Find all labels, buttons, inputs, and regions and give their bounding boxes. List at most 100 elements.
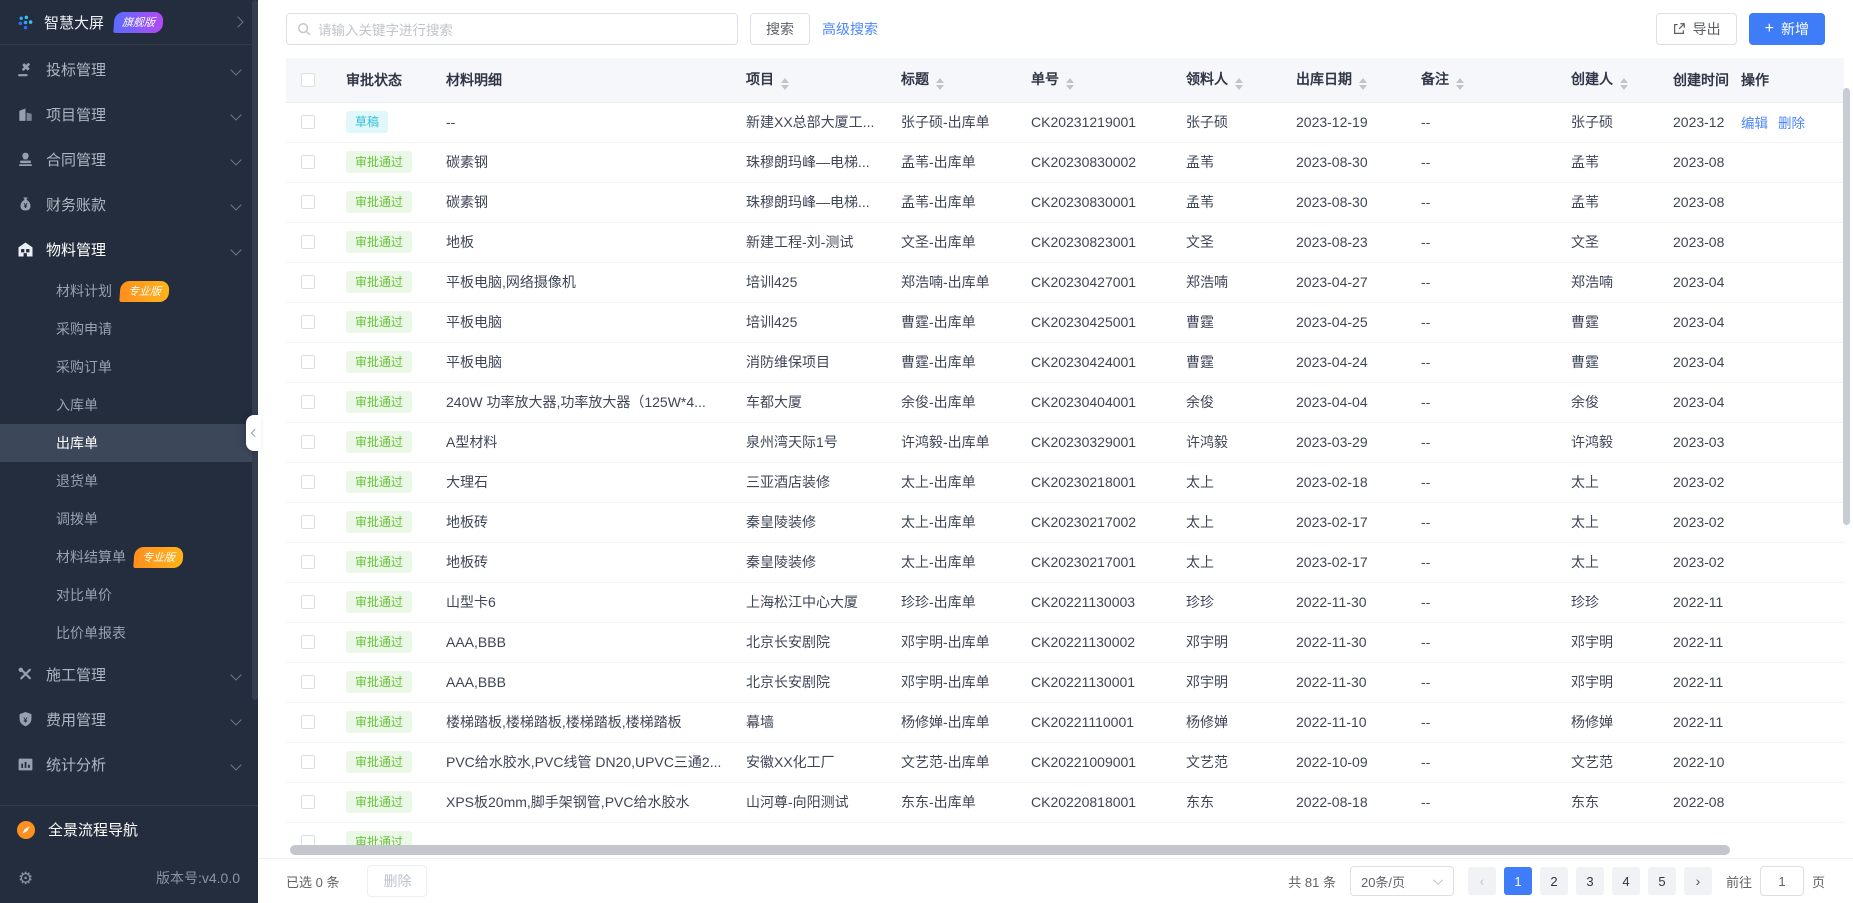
cell-project: 三亚酒店装修 bbox=[734, 462, 889, 503]
advanced-search-link[interactable]: 高级搜索 bbox=[822, 21, 878, 37]
delete-button[interactable]: 删除 bbox=[367, 865, 428, 897]
sidebar-item-inbound-order[interactable]: 入库单 bbox=[0, 386, 258, 424]
column-header[interactable]: 标题 bbox=[889, 58, 1019, 103]
sort-icon[interactable] bbox=[1066, 78, 1074, 91]
sort-icon[interactable] bbox=[1456, 78, 1464, 91]
sidebar-item-statistics[interactable]: 统计分析 bbox=[0, 742, 258, 787]
cell-actions bbox=[1729, 422, 1844, 463]
row-checkbox[interactable] bbox=[301, 315, 315, 329]
row-checkbox[interactable] bbox=[301, 715, 315, 729]
chevron-down-icon bbox=[230, 153, 242, 166]
delete-link[interactable]: 删除 bbox=[1778, 116, 1805, 131]
row-checkbox[interactable] bbox=[301, 835, 315, 845]
sidebar-item-expense[interactable]: ¥ 费用管理 bbox=[0, 697, 258, 742]
row-checkbox[interactable] bbox=[301, 555, 315, 569]
column-header[interactable]: 项目 bbox=[734, 58, 889, 103]
row-checkbox[interactable] bbox=[301, 515, 315, 529]
row-checkbox[interactable] bbox=[301, 115, 315, 129]
sidebar-item-construction[interactable]: 施工管理 bbox=[0, 652, 258, 697]
status-badge: 草稿 bbox=[346, 111, 389, 133]
cell-picker: 孟苇 bbox=[1174, 182, 1284, 223]
search-input[interactable]: 请输入关键字进行搜索 bbox=[286, 13, 738, 45]
sidebar-item-contract[interactable]: 合同管理 bbox=[0, 137, 258, 182]
cell-material: 240W 功率放大器,功率放大器（125W*4... bbox=[434, 382, 734, 423]
horizontal-scrollbar[interactable] bbox=[290, 845, 1730, 855]
sort-icon[interactable] bbox=[1620, 78, 1628, 91]
sort-icon[interactable] bbox=[936, 78, 944, 91]
row-checkbox[interactable] bbox=[301, 235, 315, 249]
cell-creator: 曹霆 bbox=[1559, 302, 1661, 343]
search-button[interactable]: 搜索 bbox=[750, 13, 810, 45]
row-checkbox[interactable] bbox=[301, 795, 315, 809]
row-checkbox[interactable] bbox=[301, 395, 315, 409]
page-button-4[interactable]: 4 bbox=[1611, 867, 1640, 895]
column-header[interactable]: 单号 bbox=[1019, 58, 1174, 103]
column-header[interactable]: 出库日期 bbox=[1284, 58, 1409, 103]
sidebar-item-price-compare-report[interactable]: 比价单报表 bbox=[0, 614, 258, 652]
page-size-select[interactable]: 20条/页 bbox=[1349, 866, 1454, 896]
cell-date: 2023-04-24 bbox=[1284, 342, 1409, 383]
column-label: 备注 bbox=[1421, 71, 1449, 88]
column-header[interactable]: 备注 bbox=[1409, 58, 1559, 103]
gear-icon[interactable]: ⚙ bbox=[18, 868, 34, 888]
page-button-5[interactable]: 5 bbox=[1647, 867, 1676, 895]
cell-ctime: 2022-11 bbox=[1661, 702, 1729, 743]
sidebar-item-return-order[interactable]: 退货单 bbox=[0, 462, 258, 500]
quick-nav-label: 全景流程导航 bbox=[48, 822, 139, 839]
row-checkbox[interactable] bbox=[301, 275, 315, 289]
cell-material: 地板 bbox=[434, 222, 734, 263]
cell-title: 孟苇-出库单 bbox=[889, 182, 1019, 223]
sidebar-item-purchase-request[interactable]: 采购申请 bbox=[0, 310, 258, 348]
sidebar-item-material-plan[interactable]: 材料计划 专业版 bbox=[0, 272, 258, 310]
row-checkbox[interactable] bbox=[301, 435, 315, 449]
sidebar-item-purchase-order[interactable]: 采购订单 bbox=[0, 348, 258, 386]
sidebar-item-outbound-order[interactable]: 出库单 bbox=[0, 424, 258, 462]
sidebar-item-material-settlement[interactable]: 材料结算单 专业版 bbox=[0, 538, 258, 576]
sidebar-item-bidding[interactable]: 投标管理 bbox=[0, 47, 258, 92]
cell-material: A型材料 bbox=[434, 422, 734, 463]
sidebar-item-project[interactable]: 项目管理 bbox=[0, 92, 258, 137]
sort-icon[interactable] bbox=[781, 78, 789, 91]
sort-icon[interactable] bbox=[1359, 78, 1367, 91]
sidebar-item-panorama-nav[interactable]: 全景流程导航 bbox=[0, 806, 258, 853]
sidebar-item-label: 物料管理 bbox=[46, 242, 107, 259]
sidebar-item-label: 采购订单 bbox=[56, 359, 112, 375]
page-button-1[interactable]: 1 bbox=[1503, 867, 1532, 895]
building-icon bbox=[16, 106, 34, 124]
vertical-scrollbar[interactable] bbox=[1843, 88, 1850, 525]
select-all-checkbox[interactable] bbox=[301, 72, 315, 87]
row-checkbox[interactable] bbox=[301, 675, 315, 689]
sort-icon[interactable] bbox=[1235, 78, 1243, 91]
sidebar-item-price-compare[interactable]: 对比单价 bbox=[0, 576, 258, 614]
add-button[interactable]: + 新增 bbox=[1748, 13, 1825, 45]
sidebar-menu: 投标管理 项目管理 合同管理 ¥ 财务账款物料管理材料计划 专业版 采购申请采购订单入库单出… bbox=[0, 45, 258, 805]
cell-note: -- bbox=[1409, 582, 1559, 623]
export-button[interactable]: 导出 bbox=[1655, 13, 1737, 45]
row-checkbox[interactable] bbox=[301, 195, 315, 209]
row-checkbox[interactable] bbox=[301, 635, 315, 649]
sidebar-scrollbar[interactable] bbox=[252, 0, 258, 700]
edit-link[interactable]: 编辑 bbox=[1741, 116, 1768, 131]
row-checkbox[interactable] bbox=[301, 595, 315, 609]
column-header[interactable]: 创建人 bbox=[1559, 58, 1661, 103]
cell-material: 碳素钢 bbox=[434, 142, 734, 183]
cell-note: -- bbox=[1409, 222, 1559, 263]
prev-page-button[interactable]: ‹ bbox=[1467, 867, 1496, 895]
page-button-3[interactable]: 3 bbox=[1575, 867, 1604, 895]
table-row: 审批通过 A型材料 泉州湾天际1号 许鸿毅-出库单 CK20230329001 许鸿毅 20… bbox=[286, 422, 1844, 463]
sidebar-collapse-button[interactable] bbox=[246, 415, 261, 451]
app-logo-row[interactable]: 智慧大屏 旗舰版 bbox=[0, 0, 258, 44]
row-checkbox[interactable] bbox=[301, 755, 315, 769]
row-checkbox[interactable] bbox=[301, 475, 315, 489]
next-page-button[interactable]: › bbox=[1683, 867, 1712, 895]
sidebar-item-finance[interactable]: ¥ 财务账款 bbox=[0, 182, 258, 227]
version-text: 版本号:v4.0.0 bbox=[155, 870, 240, 886]
column-header[interactable]: 领料人 bbox=[1174, 58, 1284, 103]
sidebar-item-materials[interactable]: 物料管理 bbox=[0, 227, 258, 272]
sidebar-item-transfer-order[interactable]: 调拨单 bbox=[0, 500, 258, 538]
page-button-2[interactable]: 2 bbox=[1539, 867, 1568, 895]
row-checkbox[interactable] bbox=[301, 155, 315, 169]
goto-page-input[interactable] bbox=[1759, 866, 1804, 896]
row-checkbox[interactable] bbox=[301, 355, 315, 369]
